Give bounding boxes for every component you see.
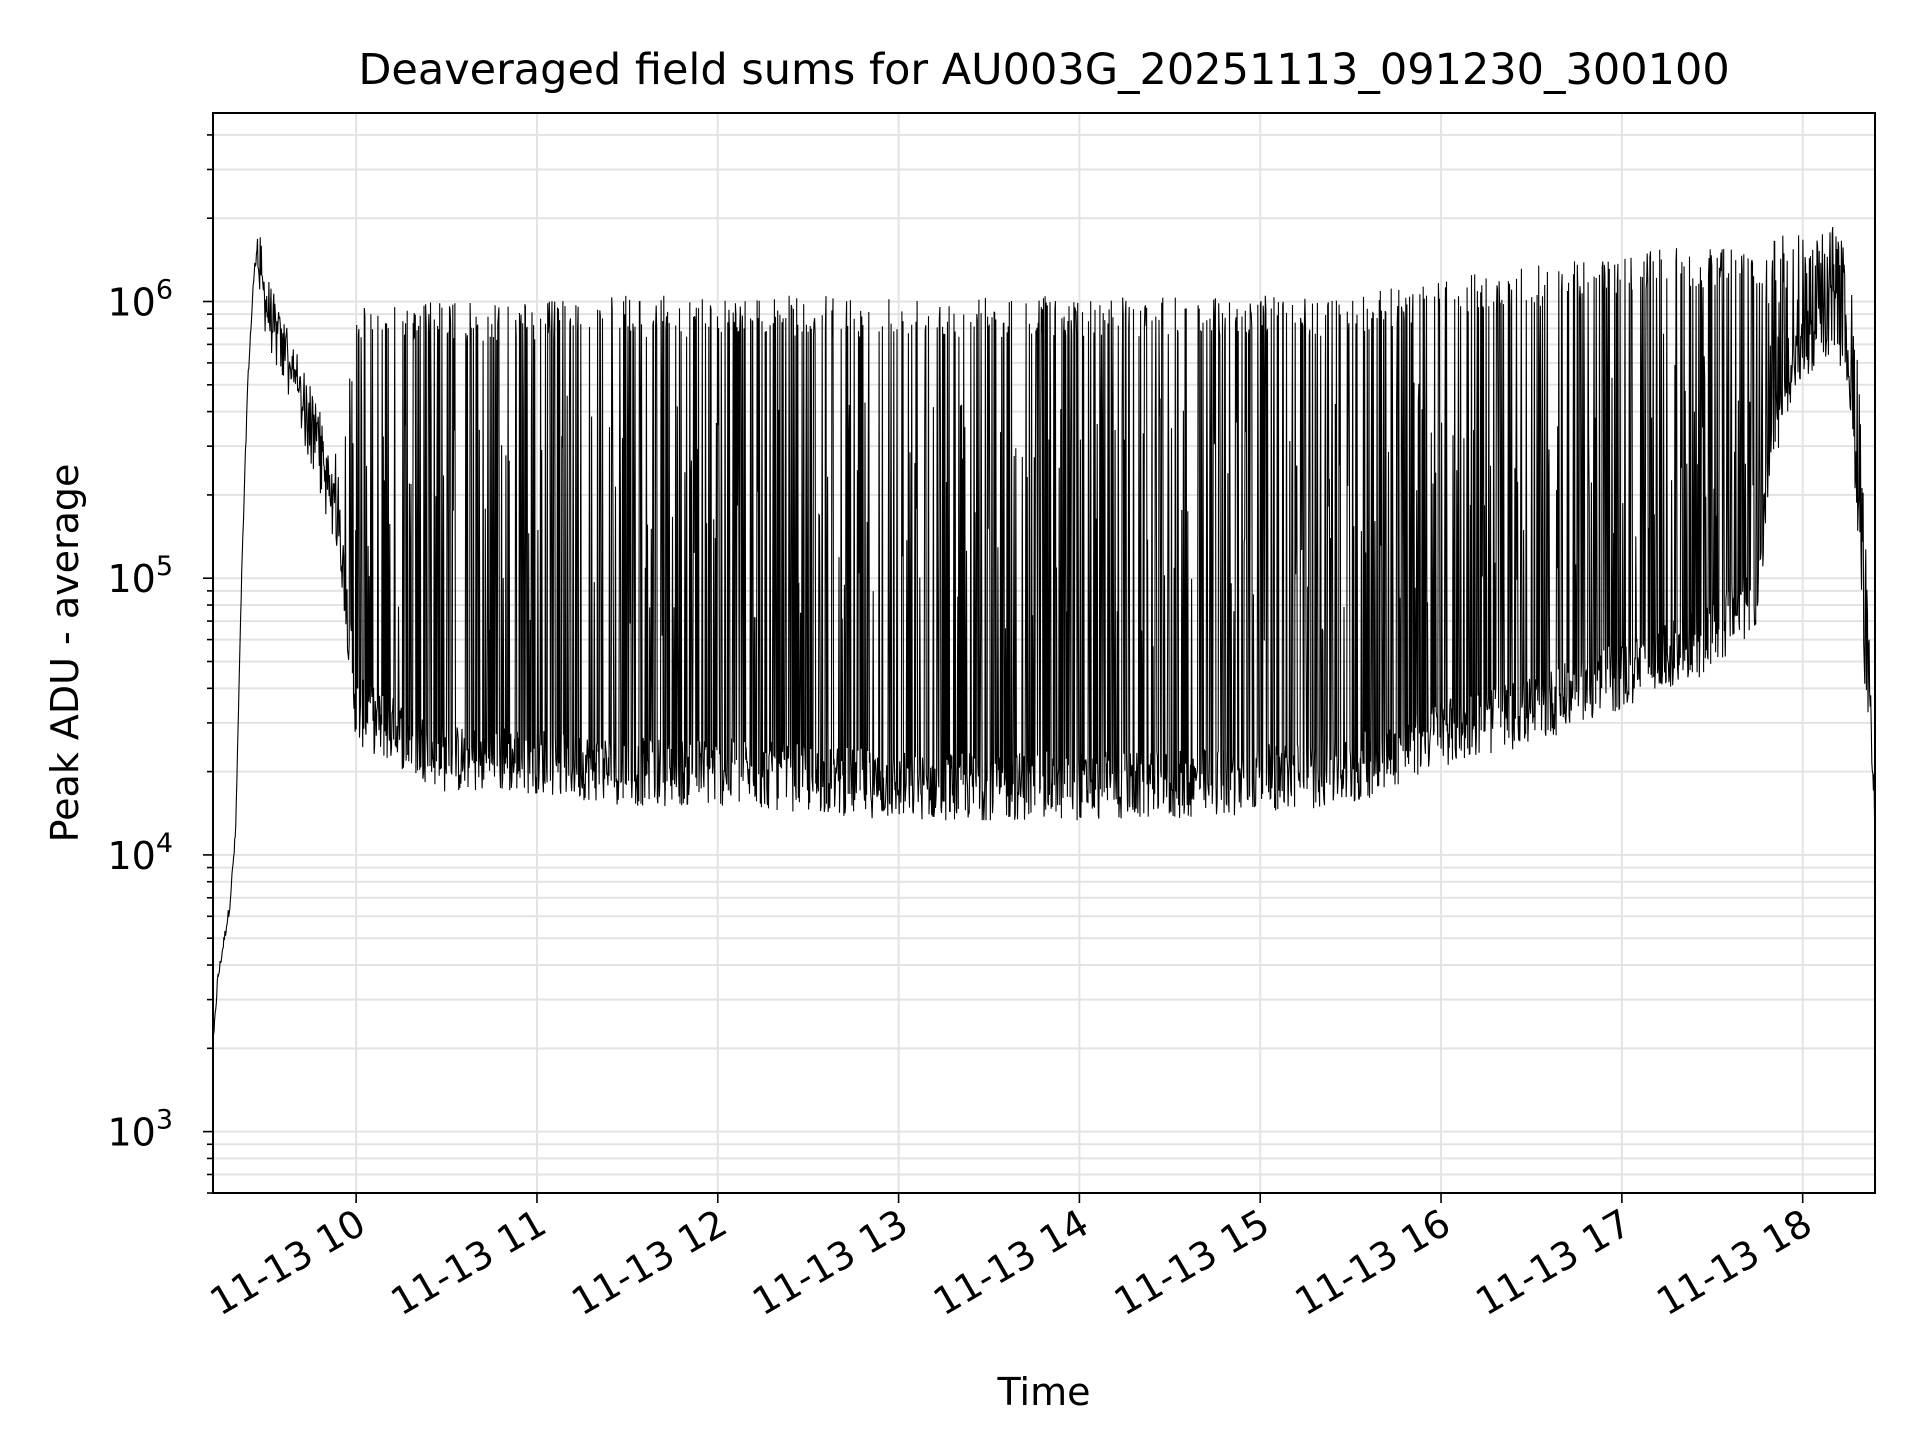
y-tick-label-base: 10 bbox=[107, 1111, 155, 1155]
series-line bbox=[213, 226, 1875, 1051]
y-tick-label: 106 bbox=[107, 275, 173, 325]
y-tick-label-base: 10 bbox=[107, 834, 155, 878]
y-tick-label: 103 bbox=[107, 1105, 173, 1155]
y-tick-label-base: 10 bbox=[107, 281, 155, 325]
plot-frame bbox=[212, 112, 1876, 1194]
y-tick-label: 105 bbox=[107, 551, 173, 601]
y-tick-label-exponent: 3 bbox=[156, 1105, 173, 1136]
x-axis-label: Time bbox=[997, 1370, 1091, 1414]
y-axis-label: Peak ADU - average bbox=[43, 464, 87, 843]
chart-title: Deaveraged field sums for AU003G_2025111… bbox=[358, 45, 1729, 95]
y-tick-label-exponent: 4 bbox=[156, 828, 173, 859]
y-tick-label-exponent: 6 bbox=[156, 275, 173, 306]
y-tick-label-base: 10 bbox=[107, 557, 155, 601]
y-tick-label: 104 bbox=[107, 828, 173, 878]
y-tick-label-exponent: 5 bbox=[156, 551, 173, 582]
